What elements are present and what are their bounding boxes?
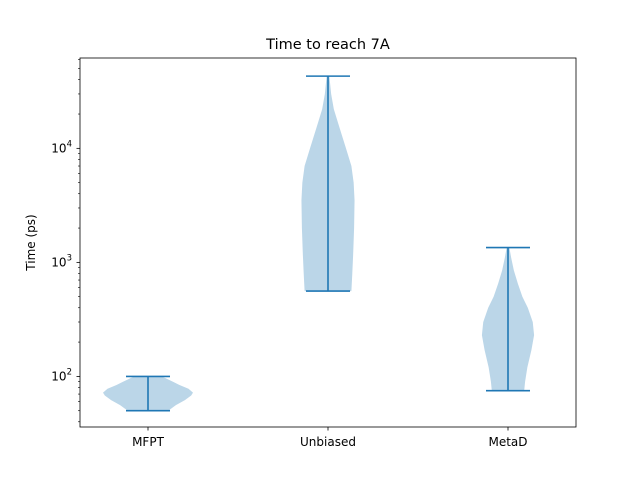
y-axis-ticks: 102 103 104 [51,59,80,423]
chart-title: Time to reach 7A [265,37,390,53]
x-axis-ticks: MFPT Unbiased MetaD [132,427,528,449]
y-tick-label: 102 [51,367,72,383]
x-tick-label: Unbiased [300,435,356,449]
violins-group [103,75,535,412]
y-tick-label: 103 [51,253,72,269]
plot-frame [79,57,577,428]
x-tick-label: MFPT [132,435,164,449]
y-axis-label: Time (ps) [24,214,38,271]
x-tick-label: MetaD [488,435,527,449]
y-tick-label: 104 [51,139,72,155]
